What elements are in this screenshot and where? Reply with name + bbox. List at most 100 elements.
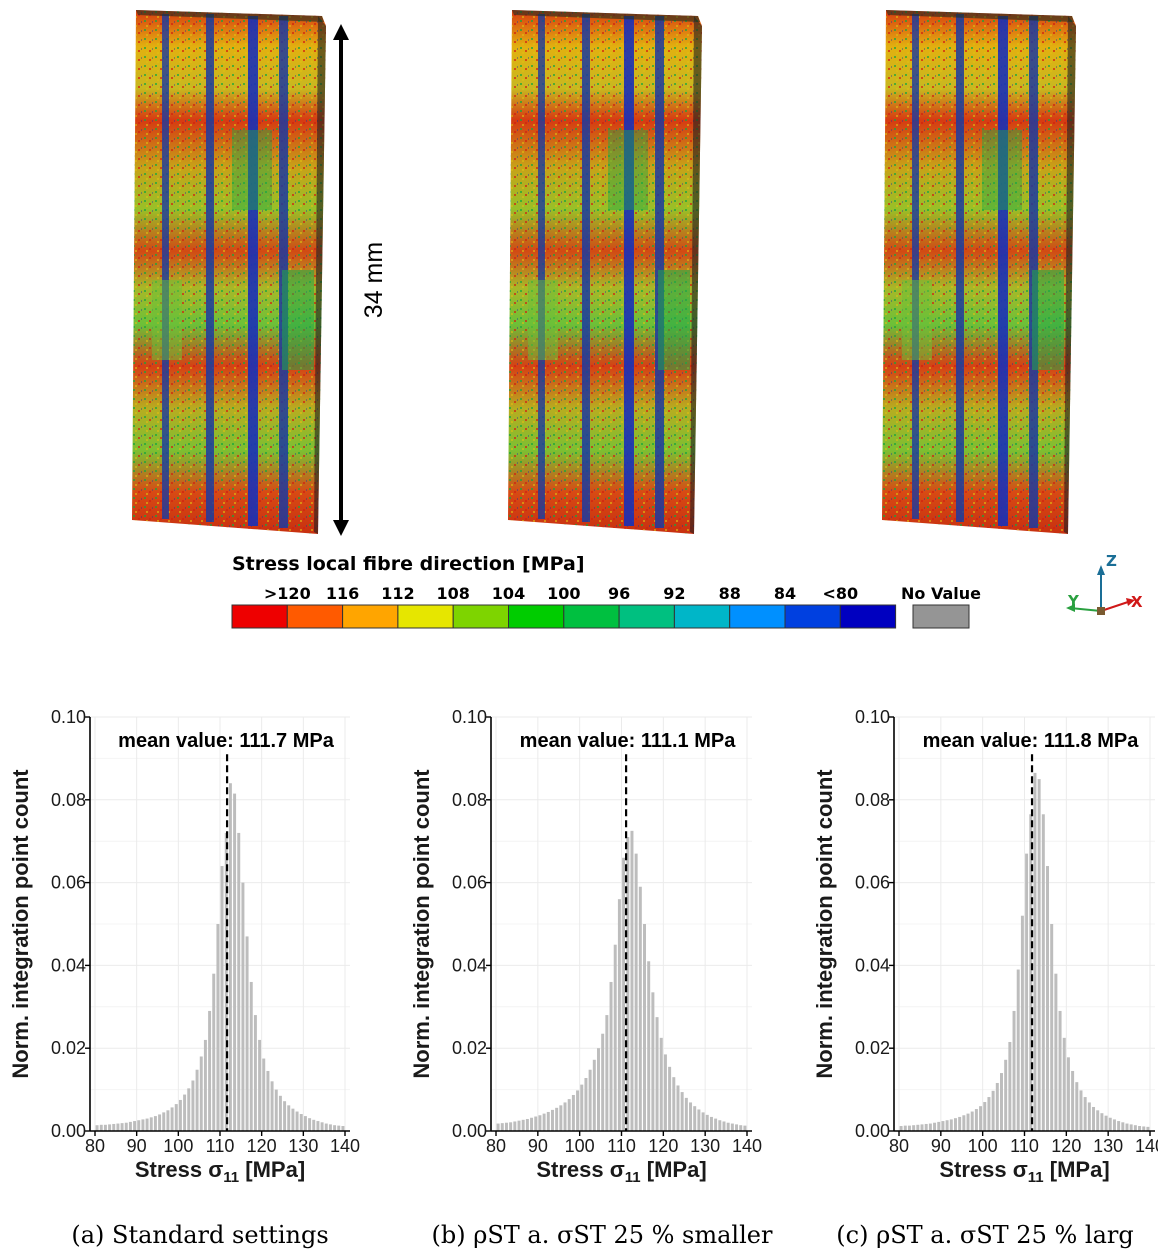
histogram-bar [241,882,245,1131]
y-axis-label: Norm. integration point count [8,769,33,1079]
histogram-bar [270,1081,274,1131]
histogram-bar [1004,1059,1008,1131]
specimen-larger-render [882,10,1076,534]
colorbar-label: 100 [547,584,580,603]
histogram-bar [709,1116,713,1131]
histogram-bar [730,1123,734,1131]
histogram-bar [672,1077,676,1131]
histogram-bar [597,1048,600,1131]
histogram-bar [153,1116,157,1131]
histogram-bar [584,1078,588,1131]
histogram-bar [974,1109,978,1131]
histogram-bar [937,1121,941,1131]
histogram-bar [1146,1126,1150,1131]
y-tick-label: 0.06 [51,873,86,893]
histogram-bar [928,1123,932,1131]
colorbar-label: 116 [326,584,359,603]
histogram-bar [224,832,228,1131]
colorbar-labels: >120 116 112 108 104 100 96 92 88 84 <80 [264,584,858,603]
histogram-bar [509,1122,513,1131]
x-tick-label: 90 [528,1136,548,1156]
histogram-bar [195,1069,199,1131]
histogram-bar [112,1123,116,1131]
histogram-bar [128,1121,132,1131]
histogram-bar [676,1085,680,1131]
y-tick-label: 0.00 [452,1121,487,1141]
x-tick-label: 130 [1093,1136,1123,1156]
histogram-bar [643,924,646,1131]
colorbar-label: 92 [663,584,685,603]
histogram-bar [1062,1037,1066,1131]
caption-a: (a) Standard settings [71,1221,328,1249]
histogram-bar [899,1126,903,1131]
histogram-bar [1083,1097,1087,1131]
colorbar-cell [231,604,288,629]
histogram-bar [705,1114,709,1131]
y-tick-label: 0.02 [855,1038,890,1058]
x-tick-label: 90 [127,1136,147,1156]
histogram-bar [1012,1010,1016,1131]
x-axis-label: Stress σ11 [MPa] [135,1157,305,1186]
histogram-bar [149,1117,153,1131]
histogram-bar [166,1110,170,1131]
x-tick-label: 140 [330,1136,360,1156]
histogram-bar [1138,1126,1142,1131]
histogram-bar [1092,1106,1096,1131]
x-tick-label: 120 [247,1136,277,1156]
histogram-bar [324,1123,328,1131]
dimension-arrow [333,24,349,536]
histogram-bar [174,1104,178,1131]
histogram-bar [949,1119,953,1131]
histogram-bar [1008,1041,1012,1131]
colorbar-label: 104 [492,584,525,603]
colorbar-cell [508,604,565,629]
histogram-bar [739,1125,743,1131]
histogram-bar [266,1070,270,1131]
histogram-larger: 0.00 0.02 0.04 0.06 0.08 0.10 80 90 100 110 120 130… [812,707,1158,1186]
histogram-bar [983,1102,987,1131]
histogram-bar [555,1107,559,1131]
histogram-bar [496,1123,500,1131]
histogram-bar [120,1123,124,1131]
histogram-bar [941,1121,945,1131]
colorbar-label: 88 [719,584,741,603]
histogram-bar [500,1123,504,1131]
histogram-bar [622,857,626,1131]
colorbar-label: 108 [436,584,469,603]
histogram-standard: 0.00 0.02 0.04 0.06 0.08 0.10 80 90 100 110 120 130… [8,707,360,1186]
x-tick-label: 80 [889,1136,909,1156]
histogram-bar [103,1124,107,1131]
histogram-bar [592,1059,596,1131]
histogram-bar [689,1102,693,1131]
histogram-bar [233,793,237,1131]
histogram-bar [216,924,220,1131]
x-tick-label: 110 [1010,1136,1039,1156]
histogram-bar [1096,1110,1100,1131]
colorbar [231,604,897,629]
histogram-bar [601,1033,605,1131]
y-tick-label: 0.06 [855,873,890,893]
colorbar-title: Stress local fibre direction [MPa] [232,553,585,575]
colorbar-cell [729,604,786,629]
histogram-bar [295,1111,299,1131]
colorbar-label: >120 [264,584,311,603]
histogram-bar [504,1122,508,1131]
histogram-bar [567,1099,571,1131]
histogram-bar [1104,1115,1108,1131]
histogram-bar [680,1092,684,1131]
histogram-bar [563,1102,567,1131]
histogram-bar [722,1121,726,1131]
y-tick-label: 0.02 [452,1038,487,1058]
y-axis-label: Norm. integration point count [409,769,434,1079]
histogram-bar [550,1109,554,1131]
histogram-bar [701,1112,705,1131]
histogram-bar [542,1113,546,1131]
histogram-bar [617,899,621,1131]
histogram-bar [137,1120,141,1131]
colorbar-cell [563,604,620,629]
y-tick-label: 0.00 [855,1121,890,1141]
x-tick-label: 120 [1051,1136,1081,1156]
histogram-bar [1112,1119,1116,1131]
histogram-bar [108,1124,112,1131]
x-tick-label: 100 [565,1136,595,1156]
